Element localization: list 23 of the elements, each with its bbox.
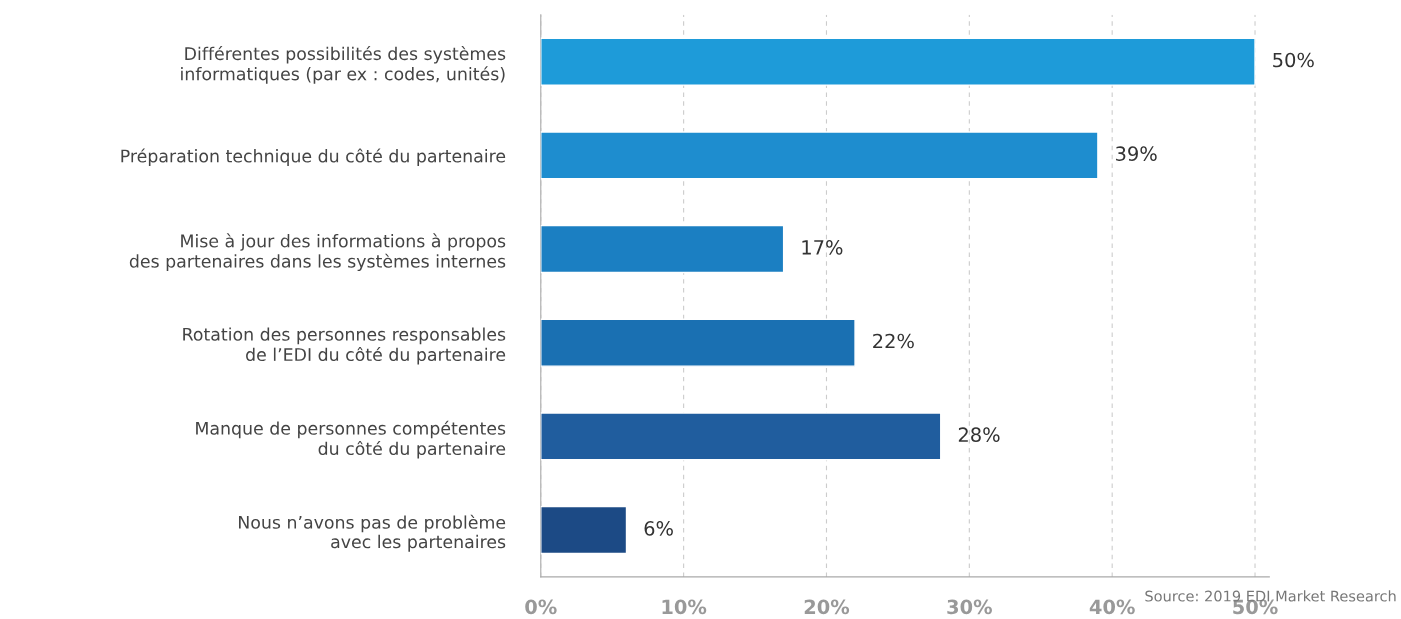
y-tick-label: Manque de personnes compétentes du côté du partenaire [196, 420, 506, 459]
bar [540, 412, 942, 461]
bar [540, 37, 1256, 86]
bar [540, 318, 856, 367]
x-tick-label: 30% [947, 599, 992, 615]
data-label: 28% [958, 427, 1000, 443]
bar [540, 505, 628, 555]
x-tick-label: 10% [662, 599, 707, 615]
data-label: 39% [1116, 146, 1157, 162]
x-tick-label: 20% [804, 599, 850, 615]
data-label: 50% [1273, 52, 1314, 68]
x-tick-label: 40% [1089, 599, 1135, 615]
data-label: 17% [802, 239, 843, 255]
bar [540, 131, 1099, 180]
y-tick-label: Différentes possibilités des systèmes informatiques (par ex : codes, unités) [181, 46, 506, 84]
y-tick-label: Nous n’avons pas de problème avec les partenaires [239, 514, 506, 552]
y-tick-label: Rotation des personnes responsables de l’EDI du côté du partenaire [183, 327, 506, 365]
bar [540, 224, 785, 274]
data-label: 22% [873, 333, 914, 349]
x-tick-label: 0% [525, 599, 557, 615]
data-label: 6% [644, 521, 673, 536]
y-tick-label: Préparation technique du côté du partenaire [121, 148, 506, 166]
y-tick-label: Mise à jour des informations à propos des partenaires dans les systèmes internes [129, 233, 506, 272]
